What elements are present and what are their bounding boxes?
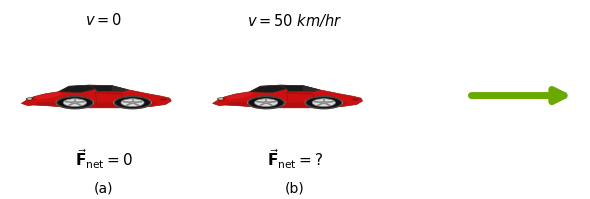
Polygon shape (21, 85, 171, 108)
Circle shape (306, 97, 342, 109)
Polygon shape (212, 85, 363, 108)
Polygon shape (250, 85, 287, 93)
Text: $\vec{\mathbf{F}}_{\mathrm{net}} = ?$: $\vec{\mathbf{F}}_{\mathrm{net}} = ?$ (267, 147, 323, 171)
Polygon shape (34, 101, 158, 108)
Circle shape (263, 101, 270, 104)
Circle shape (57, 97, 93, 109)
Polygon shape (89, 85, 124, 91)
Text: (b): (b) (285, 181, 305, 195)
Circle shape (71, 101, 78, 104)
Circle shape (247, 96, 285, 109)
Circle shape (305, 96, 343, 109)
Circle shape (320, 101, 327, 104)
Polygon shape (112, 86, 129, 92)
Text: $\vec{\mathbf{F}}_{\mathrm{net}} = 0$: $\vec{\mathbf{F}}_{\mathrm{net}} = 0$ (75, 147, 133, 171)
Polygon shape (225, 92, 254, 100)
Circle shape (121, 99, 144, 106)
Polygon shape (303, 86, 320, 92)
Text: (a): (a) (94, 181, 113, 195)
Circle shape (63, 99, 86, 106)
Text: $v = 0$: $v = 0$ (85, 13, 122, 28)
Text: $v = 50$ km/hr: $v = 50$ km/hr (247, 12, 343, 29)
Circle shape (248, 97, 284, 109)
Circle shape (114, 97, 150, 109)
Circle shape (113, 96, 152, 109)
Circle shape (312, 99, 335, 106)
Polygon shape (34, 92, 63, 100)
Bar (162, 99, 166, 100)
Circle shape (218, 98, 224, 100)
Circle shape (255, 99, 278, 106)
Polygon shape (225, 101, 349, 108)
Bar (353, 99, 358, 100)
Circle shape (56, 96, 94, 109)
Circle shape (129, 101, 136, 104)
Circle shape (26, 98, 33, 100)
Polygon shape (280, 85, 316, 91)
Polygon shape (58, 85, 96, 93)
